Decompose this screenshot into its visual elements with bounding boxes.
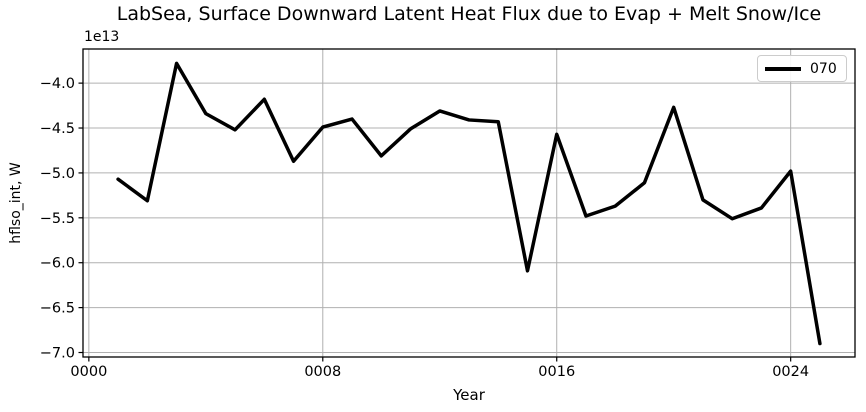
x-tick-label: 0000 — [70, 364, 107, 380]
legend: 070 — [757, 55, 847, 82]
chart-title: LabSea, Surface Downward Latent Heat Flu… — [116, 3, 822, 25]
y-tick-label: −7.0 — [40, 346, 75, 362]
x-tick-label: 0016 — [538, 364, 575, 380]
data-line-070 — [116, 61, 822, 346]
y-tick-label: −4.0 — [40, 76, 75, 92]
y-tick-label: −5.0 — [40, 166, 75, 182]
y-tick-label: −5.5 — [40, 211, 75, 227]
x-axis-label: Year — [453, 386, 485, 404]
y-tick-label: −6.0 — [40, 256, 75, 272]
legend-line-sample-icon — [765, 66, 801, 71]
axes-spines — [82, 48, 856, 358]
y-tick-label: −6.5 — [40, 301, 75, 317]
y-tick-label: −4.5 — [40, 121, 75, 137]
x-tick-label: 0024 — [772, 364, 809, 380]
y-axis-offset-label: 1e13 — [84, 29, 120, 45]
legend-label: 070 — [810, 60, 837, 77]
x-tick-label: 0008 — [304, 364, 341, 380]
